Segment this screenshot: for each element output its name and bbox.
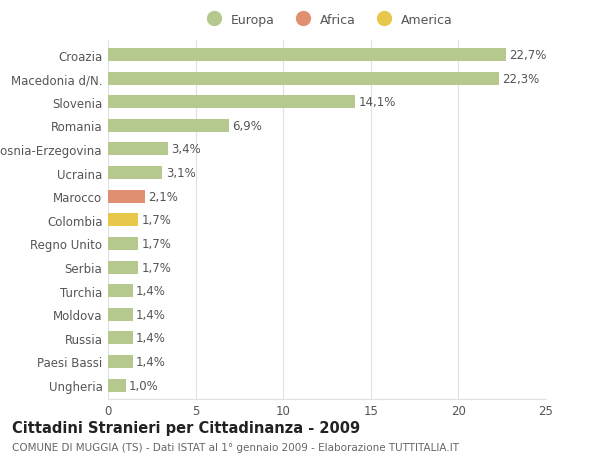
Text: 1,7%: 1,7% [141,214,171,227]
Bar [108,120,229,133]
Text: 1,4%: 1,4% [136,285,166,297]
Text: 3,4%: 3,4% [171,143,201,156]
Bar [108,190,145,203]
Bar [108,49,506,62]
Text: 1,7%: 1,7% [141,237,171,250]
Text: 22,3%: 22,3% [502,73,539,85]
Bar [108,261,138,274]
Text: 1,4%: 1,4% [136,355,166,368]
Bar [108,167,163,179]
Text: 2,1%: 2,1% [148,190,178,203]
Bar [108,214,138,227]
Text: COMUNE DI MUGGIA (TS) - Dati ISTAT al 1° gennaio 2009 - Elaborazione TUTTITALIA.: COMUNE DI MUGGIA (TS) - Dati ISTAT al 1°… [12,442,459,452]
Text: 1,4%: 1,4% [136,331,166,345]
Bar [108,331,133,345]
Text: 6,9%: 6,9% [232,120,262,133]
Bar [108,237,138,250]
Text: Cittadini Stranieri per Cittadinanza - 2009: Cittadini Stranieri per Cittadinanza - 2… [12,420,360,435]
Bar [108,379,125,392]
Text: 1,7%: 1,7% [141,261,171,274]
Text: 1,0%: 1,0% [129,379,159,392]
Text: 1,4%: 1,4% [136,308,166,321]
Bar [108,73,499,85]
Bar [108,355,133,368]
Bar [108,308,133,321]
Bar [108,96,355,109]
Text: 3,1%: 3,1% [166,167,196,179]
Bar [108,285,133,297]
Text: 14,1%: 14,1% [359,96,396,109]
Text: 22,7%: 22,7% [509,49,547,62]
Bar [108,143,167,156]
Legend: Europa, Africa, America: Europa, Africa, America [196,9,458,32]
